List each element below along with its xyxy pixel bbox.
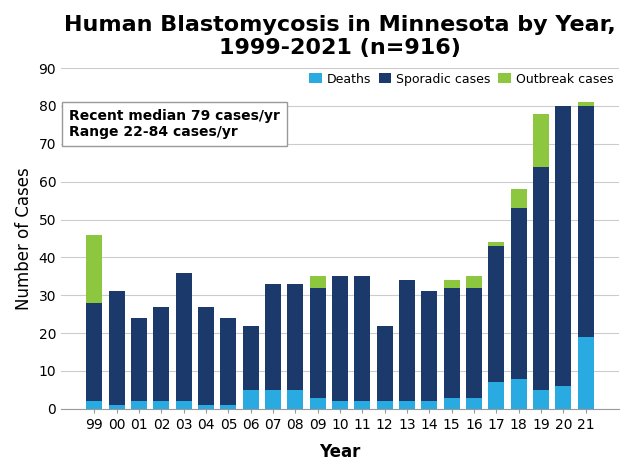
Bar: [221, 405, 236, 409]
Bar: [578, 106, 593, 337]
Bar: [131, 401, 147, 409]
Bar: [377, 326, 392, 401]
Bar: [488, 382, 504, 409]
Bar: [533, 167, 549, 390]
Bar: [108, 291, 125, 405]
Bar: [466, 277, 482, 288]
Legend: Deaths, Sporadic cases, Outbreak cases: Deaths, Sporadic cases, Outbreak cases: [304, 68, 618, 90]
Text: Recent median 79 cases/yr
Range 22-84 cases/yr: Recent median 79 cases/yr Range 22-84 ca…: [69, 109, 280, 139]
Bar: [578, 337, 593, 409]
Bar: [108, 405, 125, 409]
Bar: [332, 401, 348, 409]
Bar: [131, 318, 147, 401]
Bar: [533, 113, 549, 167]
Bar: [555, 106, 571, 386]
Bar: [198, 307, 214, 405]
Bar: [488, 242, 504, 246]
Bar: [466, 397, 482, 409]
Bar: [510, 189, 527, 208]
Bar: [153, 307, 169, 401]
Bar: [86, 401, 103, 409]
Bar: [399, 280, 415, 401]
Bar: [578, 102, 593, 106]
Title: Human Blastomycosis in Minnesota by Year,
1999-2021 (n=916): Human Blastomycosis in Minnesota by Year…: [64, 15, 616, 58]
Bar: [221, 318, 236, 405]
Bar: [444, 397, 460, 409]
Bar: [287, 284, 304, 390]
Bar: [332, 277, 348, 401]
Bar: [243, 326, 259, 390]
Bar: [377, 401, 392, 409]
Bar: [354, 401, 370, 409]
X-axis label: Year: Year: [320, 443, 361, 461]
Bar: [198, 405, 214, 409]
Bar: [86, 303, 103, 401]
Bar: [399, 401, 415, 409]
Bar: [488, 246, 504, 382]
Bar: [421, 401, 437, 409]
Bar: [354, 277, 370, 401]
Bar: [444, 280, 460, 288]
Bar: [444, 288, 460, 397]
Bar: [153, 401, 169, 409]
Bar: [466, 288, 482, 397]
Bar: [86, 235, 103, 303]
Bar: [309, 397, 326, 409]
Bar: [243, 390, 259, 409]
Bar: [265, 284, 281, 390]
Bar: [265, 390, 281, 409]
Bar: [533, 390, 549, 409]
Bar: [309, 288, 326, 397]
Bar: [287, 390, 304, 409]
Y-axis label: Number of Cases: Number of Cases: [15, 167, 33, 310]
Bar: [421, 291, 437, 401]
Bar: [510, 208, 527, 378]
Bar: [176, 273, 191, 401]
Bar: [510, 378, 527, 409]
Bar: [309, 277, 326, 288]
Bar: [555, 386, 571, 409]
Bar: [176, 401, 191, 409]
